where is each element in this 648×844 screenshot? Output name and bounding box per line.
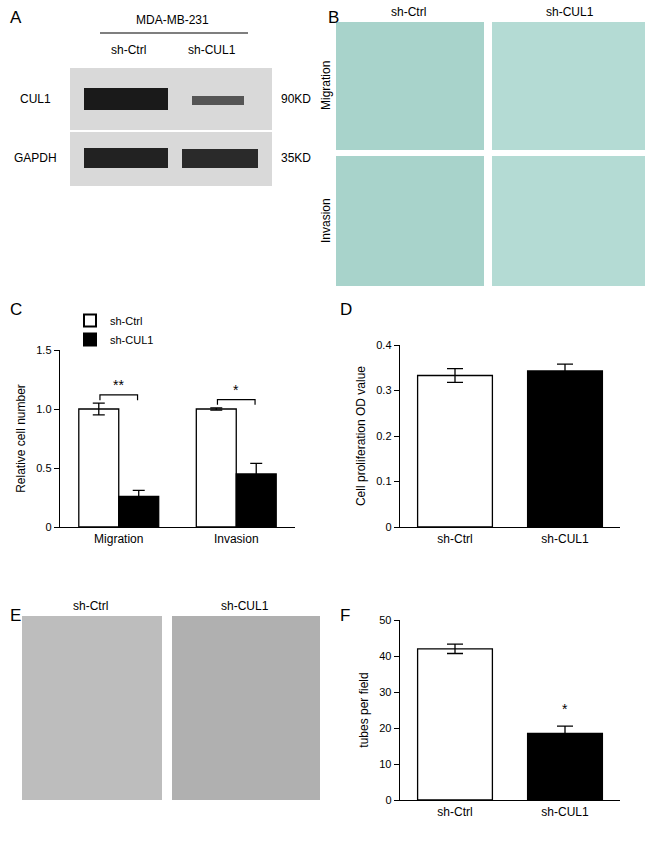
svg-text:Relative cell number: Relative cell number <box>14 384 28 493</box>
svg-text:1.5: 1.5 <box>36 344 51 356</box>
svg-text:40: 40 <box>379 650 391 662</box>
svg-text:90KD: 90KD <box>281 92 311 106</box>
svg-text:Migration: Migration <box>94 532 143 546</box>
svg-text:B: B <box>328 8 339 27</box>
svg-text:Invasion: Invasion <box>214 532 259 546</box>
svg-text:sh-CUL1: sh-CUL1 <box>221 599 269 613</box>
svg-text:sh-Ctrl: sh-Ctrl <box>73 599 108 613</box>
svg-text:Cell proliferation OD value: Cell proliferation OD value <box>354 366 368 506</box>
svg-text:D: D <box>340 300 352 319</box>
svg-text:0: 0 <box>385 794 391 806</box>
svg-text:E: E <box>10 606 21 625</box>
svg-text:sh-CUL1: sh-CUL1 <box>541 532 589 546</box>
svg-text:F: F <box>340 606 350 625</box>
svg-text:sh-Ctrl: sh-Ctrl <box>437 532 472 546</box>
svg-text:35KD: 35KD <box>281 151 311 165</box>
svg-text:GAPDH: GAPDH <box>14 151 57 165</box>
svg-text:sh-Ctrl: sh-Ctrl <box>391 5 426 19</box>
svg-text:0: 0 <box>385 521 391 533</box>
svg-text:CUL1: CUL1 <box>20 92 51 106</box>
svg-text:sh-Ctrl: sh-Ctrl <box>111 43 146 57</box>
svg-text:sh-Ctrl: sh-Ctrl <box>437 805 472 819</box>
svg-text:50: 50 <box>379 614 391 626</box>
svg-text:sh-CUL1: sh-CUL1 <box>110 334 153 346</box>
svg-text:*: * <box>233 382 239 398</box>
svg-text:0.5: 0.5 <box>36 462 51 474</box>
svg-text:C: C <box>10 300 22 319</box>
svg-text:0: 0 <box>45 521 51 533</box>
svg-text:*: * <box>562 701 568 717</box>
svg-text:tubes per field: tubes per field <box>357 672 371 747</box>
svg-text:10: 10 <box>379 758 391 770</box>
svg-text:sh-Ctrl: sh-Ctrl <box>110 315 142 327</box>
svg-text:A: A <box>10 8 22 27</box>
svg-text:0.2: 0.2 <box>376 430 391 442</box>
svg-text:MDA-MB-231: MDA-MB-231 <box>136 13 209 27</box>
svg-text:Migration: Migration <box>319 61 333 110</box>
svg-text:Invasion: Invasion <box>319 198 333 243</box>
svg-text:**: ** <box>113 377 124 393</box>
svg-text:sh-CUL1: sh-CUL1 <box>541 805 589 819</box>
svg-text:20: 20 <box>379 722 391 734</box>
svg-text:0.4: 0.4 <box>376 339 391 351</box>
svg-text:0.3: 0.3 <box>376 384 391 396</box>
svg-text:sh-CUL1: sh-CUL1 <box>188 43 236 57</box>
svg-text:sh-CUL1: sh-CUL1 <box>546 5 594 19</box>
svg-text:30: 30 <box>379 686 391 698</box>
svg-text:0.1: 0.1 <box>376 475 391 487</box>
svg-text:1.0: 1.0 <box>36 403 51 415</box>
